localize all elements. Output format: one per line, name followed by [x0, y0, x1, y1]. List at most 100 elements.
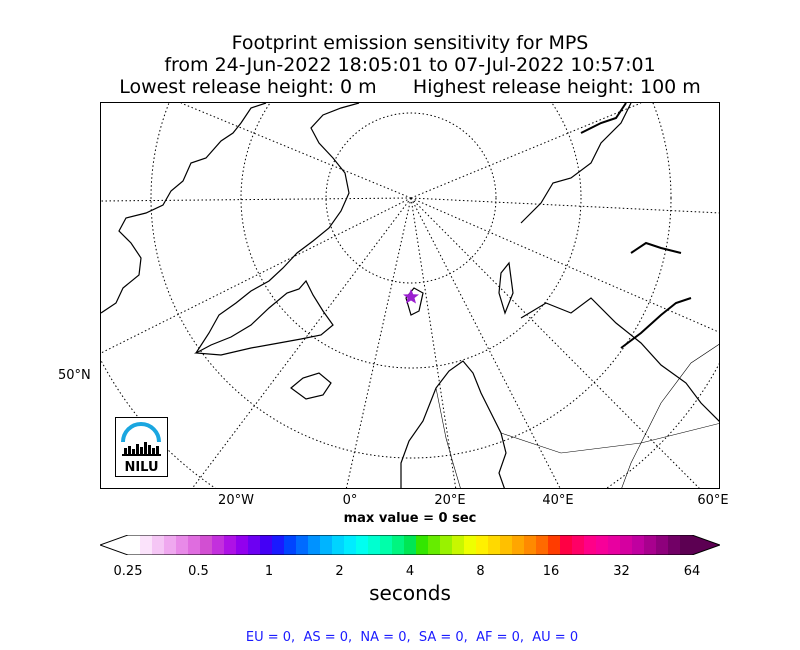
- nilu-logo: NILU: [115, 417, 168, 477]
- colorbar-cell: [488, 535, 501, 555]
- colorbar-tick-label: 32: [613, 564, 630, 579]
- colorbar-extend-max: [692, 535, 720, 555]
- colorbar-cell: [440, 535, 453, 555]
- colorbar-cell: [212, 535, 225, 555]
- lowest-release-height: Lowest release height: 0 m: [119, 76, 377, 98]
- coastline-svalbard: [405, 287, 424, 316]
- colorbar-cell: [380, 535, 393, 555]
- colorbar-cell: [188, 535, 201, 555]
- colorbar-cell: [416, 535, 429, 555]
- chart-subtitle-heights: Lowest release height: 0 m Highest relea…: [0, 76, 800, 98]
- colorbar-cell: [680, 535, 693, 555]
- coastline-greenland-south: [193, 279, 334, 356]
- colorbar-cell: [392, 535, 405, 555]
- lat-circle-80: [325, 112, 497, 284]
- colorbar-cell: [248, 535, 261, 555]
- chart-title: Footprint emission sensitivity for MPS: [231, 32, 589, 54]
- colorbar-cell: [632, 535, 645, 555]
- lon-label-20e: 20°E: [434, 493, 466, 508]
- colorbar-cell: [296, 535, 309, 555]
- colorbar-cell: [320, 535, 333, 555]
- coastline-greenland: [195, 103, 360, 354]
- meridian: [101, 197, 412, 202]
- colorbar-cell: [524, 535, 537, 555]
- colorbar-cell: [476, 535, 489, 555]
- colorbar-cell: [464, 535, 477, 555]
- coastline-novaya-zemlya: [498, 261, 514, 315]
- lon-label-0: 0°: [342, 493, 358, 508]
- colorbar-cell: [596, 535, 609, 555]
- region-summary: EU = 0, AS = 0, NA = 0, SA = 0, AF = 0, …: [245, 630, 579, 645]
- colorbar-cell: [260, 535, 273, 555]
- colorbar-cell: [224, 535, 237, 555]
- colorbar-cell: [368, 535, 381, 555]
- colorbar-cell: [536, 535, 549, 555]
- border: [621, 343, 719, 488]
- colorbar-cell: [572, 535, 585, 555]
- nilu-logo-mark: NILU: [121, 422, 161, 475]
- coastlines: [101, 103, 719, 488]
- meridian: [410, 197, 457, 488]
- meridian: [410, 197, 719, 214]
- colorbar-cell: [356, 535, 369, 555]
- colorbar-cell: [500, 535, 513, 555]
- colorbar-tick-label: 0.5: [188, 564, 209, 579]
- colorbar-cell: [584, 535, 597, 555]
- lat-circle-70: [240, 103, 582, 369]
- coastline-iceland: [290, 372, 332, 400]
- colorbar-tick-label: 1: [264, 564, 274, 579]
- colorbar-cell: [668, 535, 681, 555]
- meridian: [191, 197, 412, 488]
- colorbar-cell: [140, 535, 153, 555]
- lat-label-50n: 50°N: [58, 368, 91, 383]
- colorbar-tick-label: 2: [335, 564, 344, 579]
- river: [620, 297, 692, 349]
- coastline-siberia-north: [520, 103, 632, 224]
- colorbar-cell: [656, 535, 669, 555]
- colorbar-cell: [452, 535, 465, 555]
- colorbar-cell: [284, 535, 297, 555]
- colorbar-cell: [164, 535, 177, 555]
- colorbar: [100, 535, 720, 555]
- meridian: [101, 197, 412, 354]
- colorbar-cell: [404, 535, 417, 555]
- colorbar-cell: [548, 535, 561, 555]
- colorbar-tick-label: 64: [683, 564, 701, 579]
- colorbar-cell: [428, 535, 441, 555]
- colorbar-cell: [620, 535, 633, 555]
- max-value-label: max value = 0 sec: [343, 511, 477, 526]
- meridian: [410, 197, 561, 488]
- colorbar-cell: [512, 535, 525, 555]
- colorbar-cell: [608, 535, 621, 555]
- colorbar-cell: [344, 535, 357, 555]
- lon-label-60e: 60°E: [697, 493, 729, 508]
- colorbar-tick-label: 16: [542, 564, 560, 579]
- colorbar-tick-label: 8: [476, 564, 485, 579]
- colorbar-extend-min: [100, 535, 128, 555]
- colorbar-tick-label: 0.25: [113, 564, 143, 579]
- colorbar-cell: [308, 535, 321, 555]
- river: [630, 241, 682, 254]
- colorbar-cell: [644, 535, 657, 555]
- colorbar-cell: [152, 535, 165, 555]
- coastline-canada: [101, 103, 267, 314]
- graticule: [101, 103, 719, 488]
- colorbar-cell: [128, 535, 141, 555]
- meridian: [410, 197, 719, 333]
- colorbar-tick-label: 4: [405, 564, 415, 579]
- nilu-logo-text: NILU: [124, 460, 158, 475]
- polar-map: [101, 103, 719, 488]
- colorbar-cell: [176, 535, 189, 555]
- release-site-marker: [403, 289, 419, 304]
- rivers: [580, 103, 692, 349]
- lon-label-40e: 40°E: [542, 493, 574, 508]
- lon-label-20w: 20°W: [218, 493, 254, 508]
- meridian: [345, 197, 412, 488]
- colorbar-cells: [100, 535, 720, 555]
- highest-release-height: Highest release height: 100 m: [412, 76, 701, 98]
- meridian: [410, 197, 700, 488]
- map-panel: [100, 102, 720, 489]
- lat-circle-60: [150, 103, 672, 459]
- border: [500, 423, 719, 454]
- colorbar-label: seconds: [369, 581, 451, 605]
